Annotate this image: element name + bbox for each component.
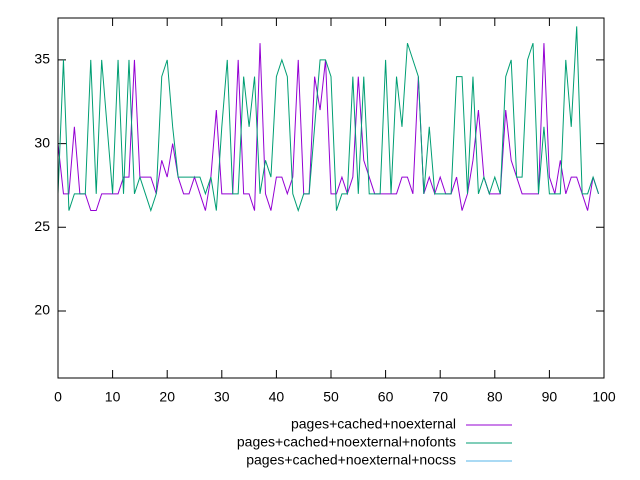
legend-label: pages+cached+noexternal+nofonts: [237, 434, 456, 450]
x-tick-label: 30: [214, 389, 230, 405]
x-tick-label: 10: [105, 389, 121, 405]
x-tick-label: 50: [323, 389, 339, 405]
legend-label: pages+cached+noexternal+nocss: [246, 452, 456, 468]
y-tick-label: 20: [34, 302, 50, 318]
legend-label: pages+cached+noexternal: [291, 416, 456, 432]
x-tick-label: 20: [159, 389, 175, 405]
x-tick-label: 80: [487, 389, 503, 405]
x-tick-label: 0: [54, 389, 62, 405]
y-tick-label: 30: [34, 134, 50, 150]
y-tick-label: 35: [34, 51, 50, 67]
x-tick-label: 100: [592, 389, 616, 405]
x-tick-label: 90: [542, 389, 558, 405]
series-line: [57, 43, 600, 212]
plot-border: [57, 17, 605, 379]
y-tick-label: 25: [34, 218, 50, 234]
x-tick-label: 70: [432, 389, 448, 405]
series-line: [57, 26, 600, 213]
x-tick-label: 40: [269, 389, 285, 405]
x-tick-label: 60: [378, 389, 394, 405]
